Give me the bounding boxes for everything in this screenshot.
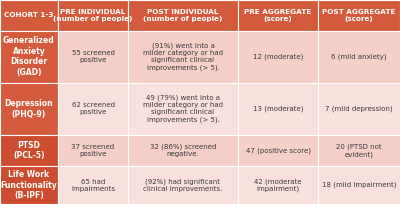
Text: (92%) had significant
clinical improvements.: (92%) had significant clinical improveme… <box>143 178 223 192</box>
Bar <box>58 166 128 204</box>
Bar <box>318 135 400 166</box>
Text: Life Work
Functionality
(B-IPF): Life Work Functionality (B-IPF) <box>1 170 57 200</box>
Text: 20 (PTSD not
evident): 20 (PTSD not evident) <box>336 143 382 157</box>
Bar <box>318 0 400 31</box>
Text: Generalized
Anxiety
Disorder
(GAD): Generalized Anxiety Disorder (GAD) <box>3 36 55 77</box>
Bar <box>58 0 128 31</box>
Text: 37 screened
positive: 37 screened positive <box>72 144 114 157</box>
Bar <box>0 31 58 83</box>
Bar <box>128 135 238 166</box>
Text: (91%) went into a
milder category or had
significant clinical
improvements (> 5): (91%) went into a milder category or had… <box>143 42 223 71</box>
Text: POST AGGREGATE
(score): POST AGGREGATE (score) <box>322 9 396 22</box>
Bar <box>58 83 128 135</box>
Text: 65 had
impairments: 65 had impairments <box>71 178 115 192</box>
Bar <box>238 83 318 135</box>
Text: PTSD
(PCL-5): PTSD (PCL-5) <box>13 141 45 160</box>
Text: COHORT 1-3: COHORT 1-3 <box>4 12 54 18</box>
Text: 47 (positive score): 47 (positive score) <box>246 147 310 154</box>
Bar <box>0 83 58 135</box>
Bar <box>128 31 238 83</box>
Bar <box>128 0 238 31</box>
Text: 12 (moderate): 12 (moderate) <box>253 53 303 60</box>
Bar <box>238 0 318 31</box>
Text: Depression
(PHQ-9): Depression (PHQ-9) <box>5 99 53 119</box>
Text: 32 (86%) screened
negative.: 32 (86%) screened negative. <box>150 144 216 157</box>
Text: PRE INDIVIDUAL
(number of people): PRE INDIVIDUAL (number of people) <box>53 9 133 22</box>
Bar <box>128 83 238 135</box>
Text: PRE AGGREGATE
(score): PRE AGGREGATE (score) <box>244 9 312 22</box>
Bar <box>318 83 400 135</box>
Bar <box>58 135 128 166</box>
Text: POST INDIVIDUAL
(number of people): POST INDIVIDUAL (number of people) <box>143 9 223 22</box>
Bar <box>238 31 318 83</box>
Text: 49 (79%) went into a
milder category or had
significant clinical
improvements (>: 49 (79%) went into a milder category or … <box>143 94 223 123</box>
Text: 55 screened
positive: 55 screened positive <box>72 50 114 63</box>
Text: 7 (mild depression): 7 (mild depression) <box>325 105 393 112</box>
Bar <box>128 166 238 204</box>
Text: 18 (mild impairment): 18 (mild impairment) <box>322 182 396 188</box>
Bar <box>238 135 318 166</box>
Bar <box>0 166 58 204</box>
Bar <box>58 31 128 83</box>
Bar <box>238 166 318 204</box>
Text: 62 screened
positive: 62 screened positive <box>72 102 114 115</box>
Text: 42 (moderate
impairment): 42 (moderate impairment) <box>254 178 302 192</box>
Text: 13 (moderate): 13 (moderate) <box>253 105 303 112</box>
Bar <box>0 135 58 166</box>
Bar <box>0 0 58 31</box>
Text: 6 (mild anxiety): 6 (mild anxiety) <box>331 53 387 60</box>
Bar <box>318 31 400 83</box>
Bar <box>318 166 400 204</box>
